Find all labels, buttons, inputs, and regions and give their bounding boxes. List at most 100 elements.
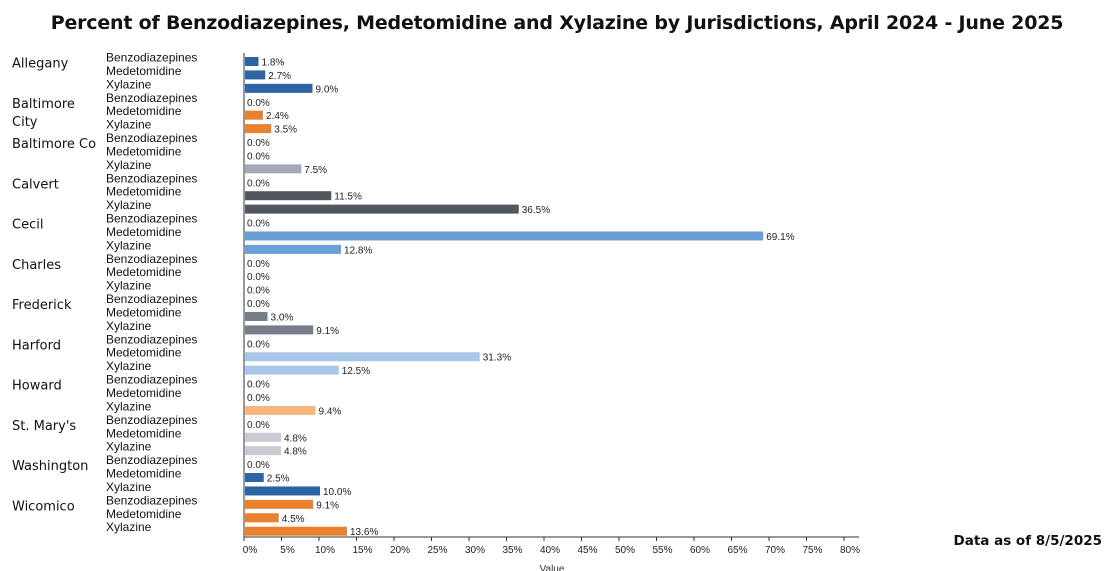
data-label: 0.0% xyxy=(247,98,270,109)
subcategory-label: Xylazine xyxy=(106,359,152,373)
chart-title: Percent of Benzodiazepines, Medetomidine… xyxy=(50,12,1064,34)
bar xyxy=(245,446,281,456)
x-tick-label: 35% xyxy=(502,545,522,556)
subcategory-label: Xylazine xyxy=(106,77,152,91)
subcategory-label: Xylazine xyxy=(106,319,152,333)
data-label: 0.0% xyxy=(247,339,270,350)
subcategory-label: Benzodiazepines xyxy=(106,332,197,346)
subcategory-label: Benzodiazepines xyxy=(106,212,197,226)
x-tick-label: 25% xyxy=(427,545,447,556)
jurisdiction-label: Baltimore xyxy=(12,97,75,112)
subcategory-label: Benzodiazepines xyxy=(106,493,197,507)
subcategory-label: Benzodiazepines xyxy=(106,413,197,427)
subcategory-label: Medetomidine xyxy=(106,346,182,360)
x-tick-label: 80% xyxy=(840,545,860,556)
subcategory-label: Medetomidine xyxy=(106,225,182,239)
data-label: 4.8% xyxy=(284,433,307,444)
bar xyxy=(245,124,272,134)
bar xyxy=(245,110,263,120)
data-label: 9.1% xyxy=(316,326,339,337)
data-label: 0.0% xyxy=(247,219,270,230)
subcategory-label: Xylazine xyxy=(106,520,152,534)
data-label: 69.1% xyxy=(766,232,794,243)
subcategory-label: Medetomidine xyxy=(106,386,182,400)
jurisdiction-label: Cecil xyxy=(12,218,43,233)
data-label: 2.4% xyxy=(266,111,289,122)
subcategory-label: Benzodiazepines xyxy=(106,171,197,185)
jurisdiction-label: City xyxy=(12,115,38,130)
data-label: 0.0% xyxy=(247,420,270,431)
x-tick-label: 55% xyxy=(652,545,672,556)
data-label: 12.8% xyxy=(344,245,372,256)
x-tick-label: 45% xyxy=(577,545,597,556)
data-label: 9.1% xyxy=(316,500,339,511)
data-label: 4.5% xyxy=(282,514,305,525)
subcategory-label: Medetomidine xyxy=(106,467,182,481)
subcategory-label: Benzodiazepines xyxy=(106,91,197,105)
bar xyxy=(245,164,302,174)
jurisdiction-label: Frederick xyxy=(12,298,72,313)
subcategory-label: Xylazine xyxy=(106,238,152,252)
bar xyxy=(245,83,313,93)
x-tick-label: 30% xyxy=(465,545,485,556)
bar xyxy=(245,486,320,496)
data-label: 3.5% xyxy=(274,125,297,136)
subcategory-label: Xylazine xyxy=(106,279,152,293)
bar xyxy=(245,311,268,321)
data-label: 36.5% xyxy=(522,205,550,216)
data-label: 7.5% xyxy=(304,165,327,176)
bar xyxy=(245,231,764,241)
subcategory-label: Benzodiazepines xyxy=(106,373,197,387)
data-label: 0.0% xyxy=(247,138,270,149)
data-label: 0.0% xyxy=(247,151,270,162)
subcategory-label: Benzodiazepines xyxy=(106,51,197,65)
jurisdiction-label: Calvert xyxy=(12,177,59,192)
bar xyxy=(245,365,339,375)
data-label: 0.0% xyxy=(247,380,270,391)
data-label: 2.7% xyxy=(268,71,291,82)
subcategory-label: Medetomidine xyxy=(106,426,182,440)
jurisdiction-label: Baltimore Co xyxy=(12,137,96,152)
data-label: 0.0% xyxy=(247,286,270,297)
jurisdiction-label: Charles xyxy=(12,258,61,273)
bar xyxy=(245,513,279,523)
data-label: 0.0% xyxy=(247,272,270,283)
data-label: 10.0% xyxy=(323,487,351,498)
bar xyxy=(245,526,347,536)
subcategory-label: Medetomidine xyxy=(106,265,182,279)
data-label: 3.0% xyxy=(271,312,294,323)
subcategory-label: Benzodiazepines xyxy=(106,292,197,306)
x-axis-label: Value xyxy=(540,564,565,571)
bar xyxy=(245,352,480,362)
subcategory-label: Benzodiazepines xyxy=(106,453,197,467)
data-label: 9.4% xyxy=(319,406,342,417)
bar xyxy=(245,204,519,214)
x-tick-label: 40% xyxy=(540,545,560,556)
x-tick-label: 60% xyxy=(690,545,710,556)
x-tick-label: 75% xyxy=(802,545,822,556)
bar xyxy=(245,473,264,483)
subcategory-label: Xylazine xyxy=(106,480,152,494)
subcategory-label: Medetomidine xyxy=(106,185,182,199)
data-label: 1.8% xyxy=(262,58,285,69)
data-label: 11.5% xyxy=(334,192,362,203)
data-label: 9.0% xyxy=(316,84,339,95)
subcategory-label: Xylazine xyxy=(106,440,152,454)
jurisdiction-label: Harford xyxy=(12,338,61,353)
x-tick-label: 65% xyxy=(727,545,747,556)
data-label: 0.0% xyxy=(247,178,270,189)
bar xyxy=(245,405,316,415)
data-label: 0.0% xyxy=(247,393,270,404)
data-label: 0.0% xyxy=(247,460,270,471)
x-tick-label: 50% xyxy=(615,545,635,556)
bar xyxy=(245,70,266,80)
bar xyxy=(245,325,314,335)
x-tick-label: 15% xyxy=(352,545,372,556)
jurisdiction-label: St. Mary's xyxy=(12,419,76,434)
subcategory-label: Benzodiazepines xyxy=(106,252,197,266)
x-tick-label: 20% xyxy=(390,545,410,556)
data-label: 13.6% xyxy=(350,527,378,538)
data-label: 0.0% xyxy=(247,259,270,270)
subcategory-label: Medetomidine xyxy=(106,104,182,118)
